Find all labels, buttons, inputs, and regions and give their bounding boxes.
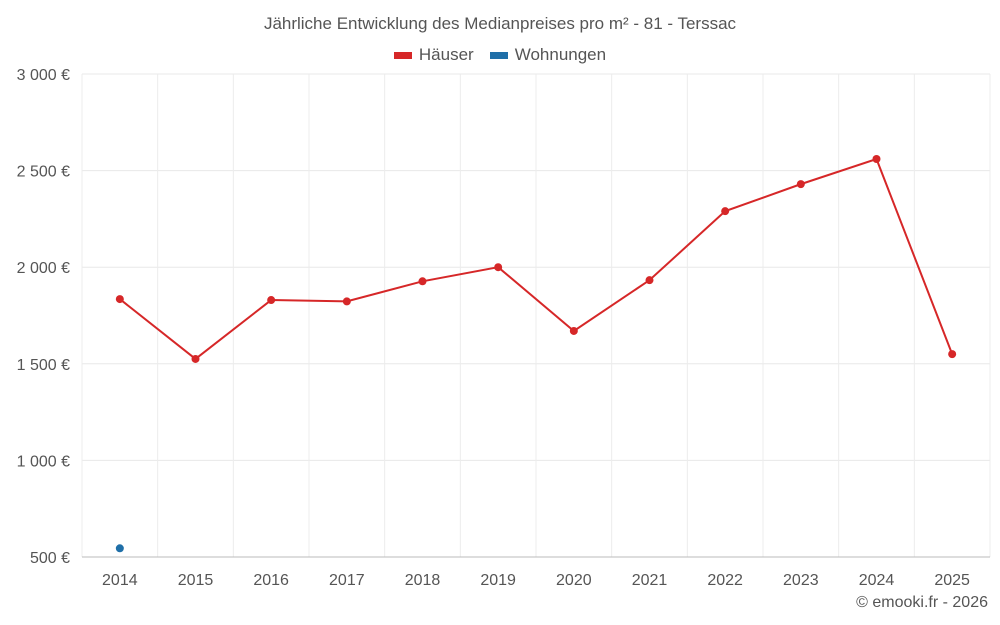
data-point-series-1 [115,544,124,553]
data-point-series-0 [191,354,200,363]
chart-title: Jährliche Entwicklung des Medianpreises … [263,14,737,33]
data-point-series-0 [721,207,730,216]
y-tick-label: 500 € [30,550,70,567]
x-tick-label: 2020 [556,572,592,589]
data-point-series-0 [267,296,276,305]
data-point-series-0 [342,297,351,306]
legend-label-haeuser: Häuser [418,45,474,64]
x-tick-label: 2022 [707,572,743,589]
x-tick-label: 2016 [253,572,289,589]
y-tick-label: 2 000 € [17,260,70,277]
x-tick-label: 2023 [783,572,819,589]
x-tick-label: 2018 [405,572,441,589]
x-tick-label: 2019 [480,572,516,589]
y-tick-label: 1 000 € [17,453,70,470]
legend-swatch-haeuser [393,51,412,59]
series-line-0 [119,157,954,361]
copyright-credit: © emooki.fr - 2026 [856,594,988,611]
legend-label-wohnungen: Wohnungen [514,45,607,64]
data-point-series-0 [418,277,427,286]
data-point-series-0 [645,276,654,285]
x-tick-label: 2017 [329,572,365,589]
chart-legend: Häuser Wohnungen [0,45,1000,65]
legend-swatch-wohnungen [489,51,508,59]
data-point-series-0 [796,180,805,189]
legend-item-haeuser[interactable]: Häuser [393,45,474,65]
x-tick-label: 2025 [934,572,970,589]
y-tick-label: 2 500 € [17,164,70,181]
x-tick-label: 2024 [859,572,895,589]
x-tick-label: 2021 [632,572,668,589]
x-tick-label: 2014 [102,572,138,589]
x-tick-label: 2015 [178,572,214,589]
y-tick-label: 1 500 € [17,357,70,374]
legend-item-wohnungen[interactable]: Wohnungen [489,45,607,65]
y-tick-label: 3 000 € [17,67,70,84]
data-point-series-0 [872,155,881,164]
data-point-series-0 [115,295,124,304]
data-point-series-0 [569,326,578,335]
data-point-series-0 [948,350,957,359]
data-point-series-0 [494,263,503,272]
